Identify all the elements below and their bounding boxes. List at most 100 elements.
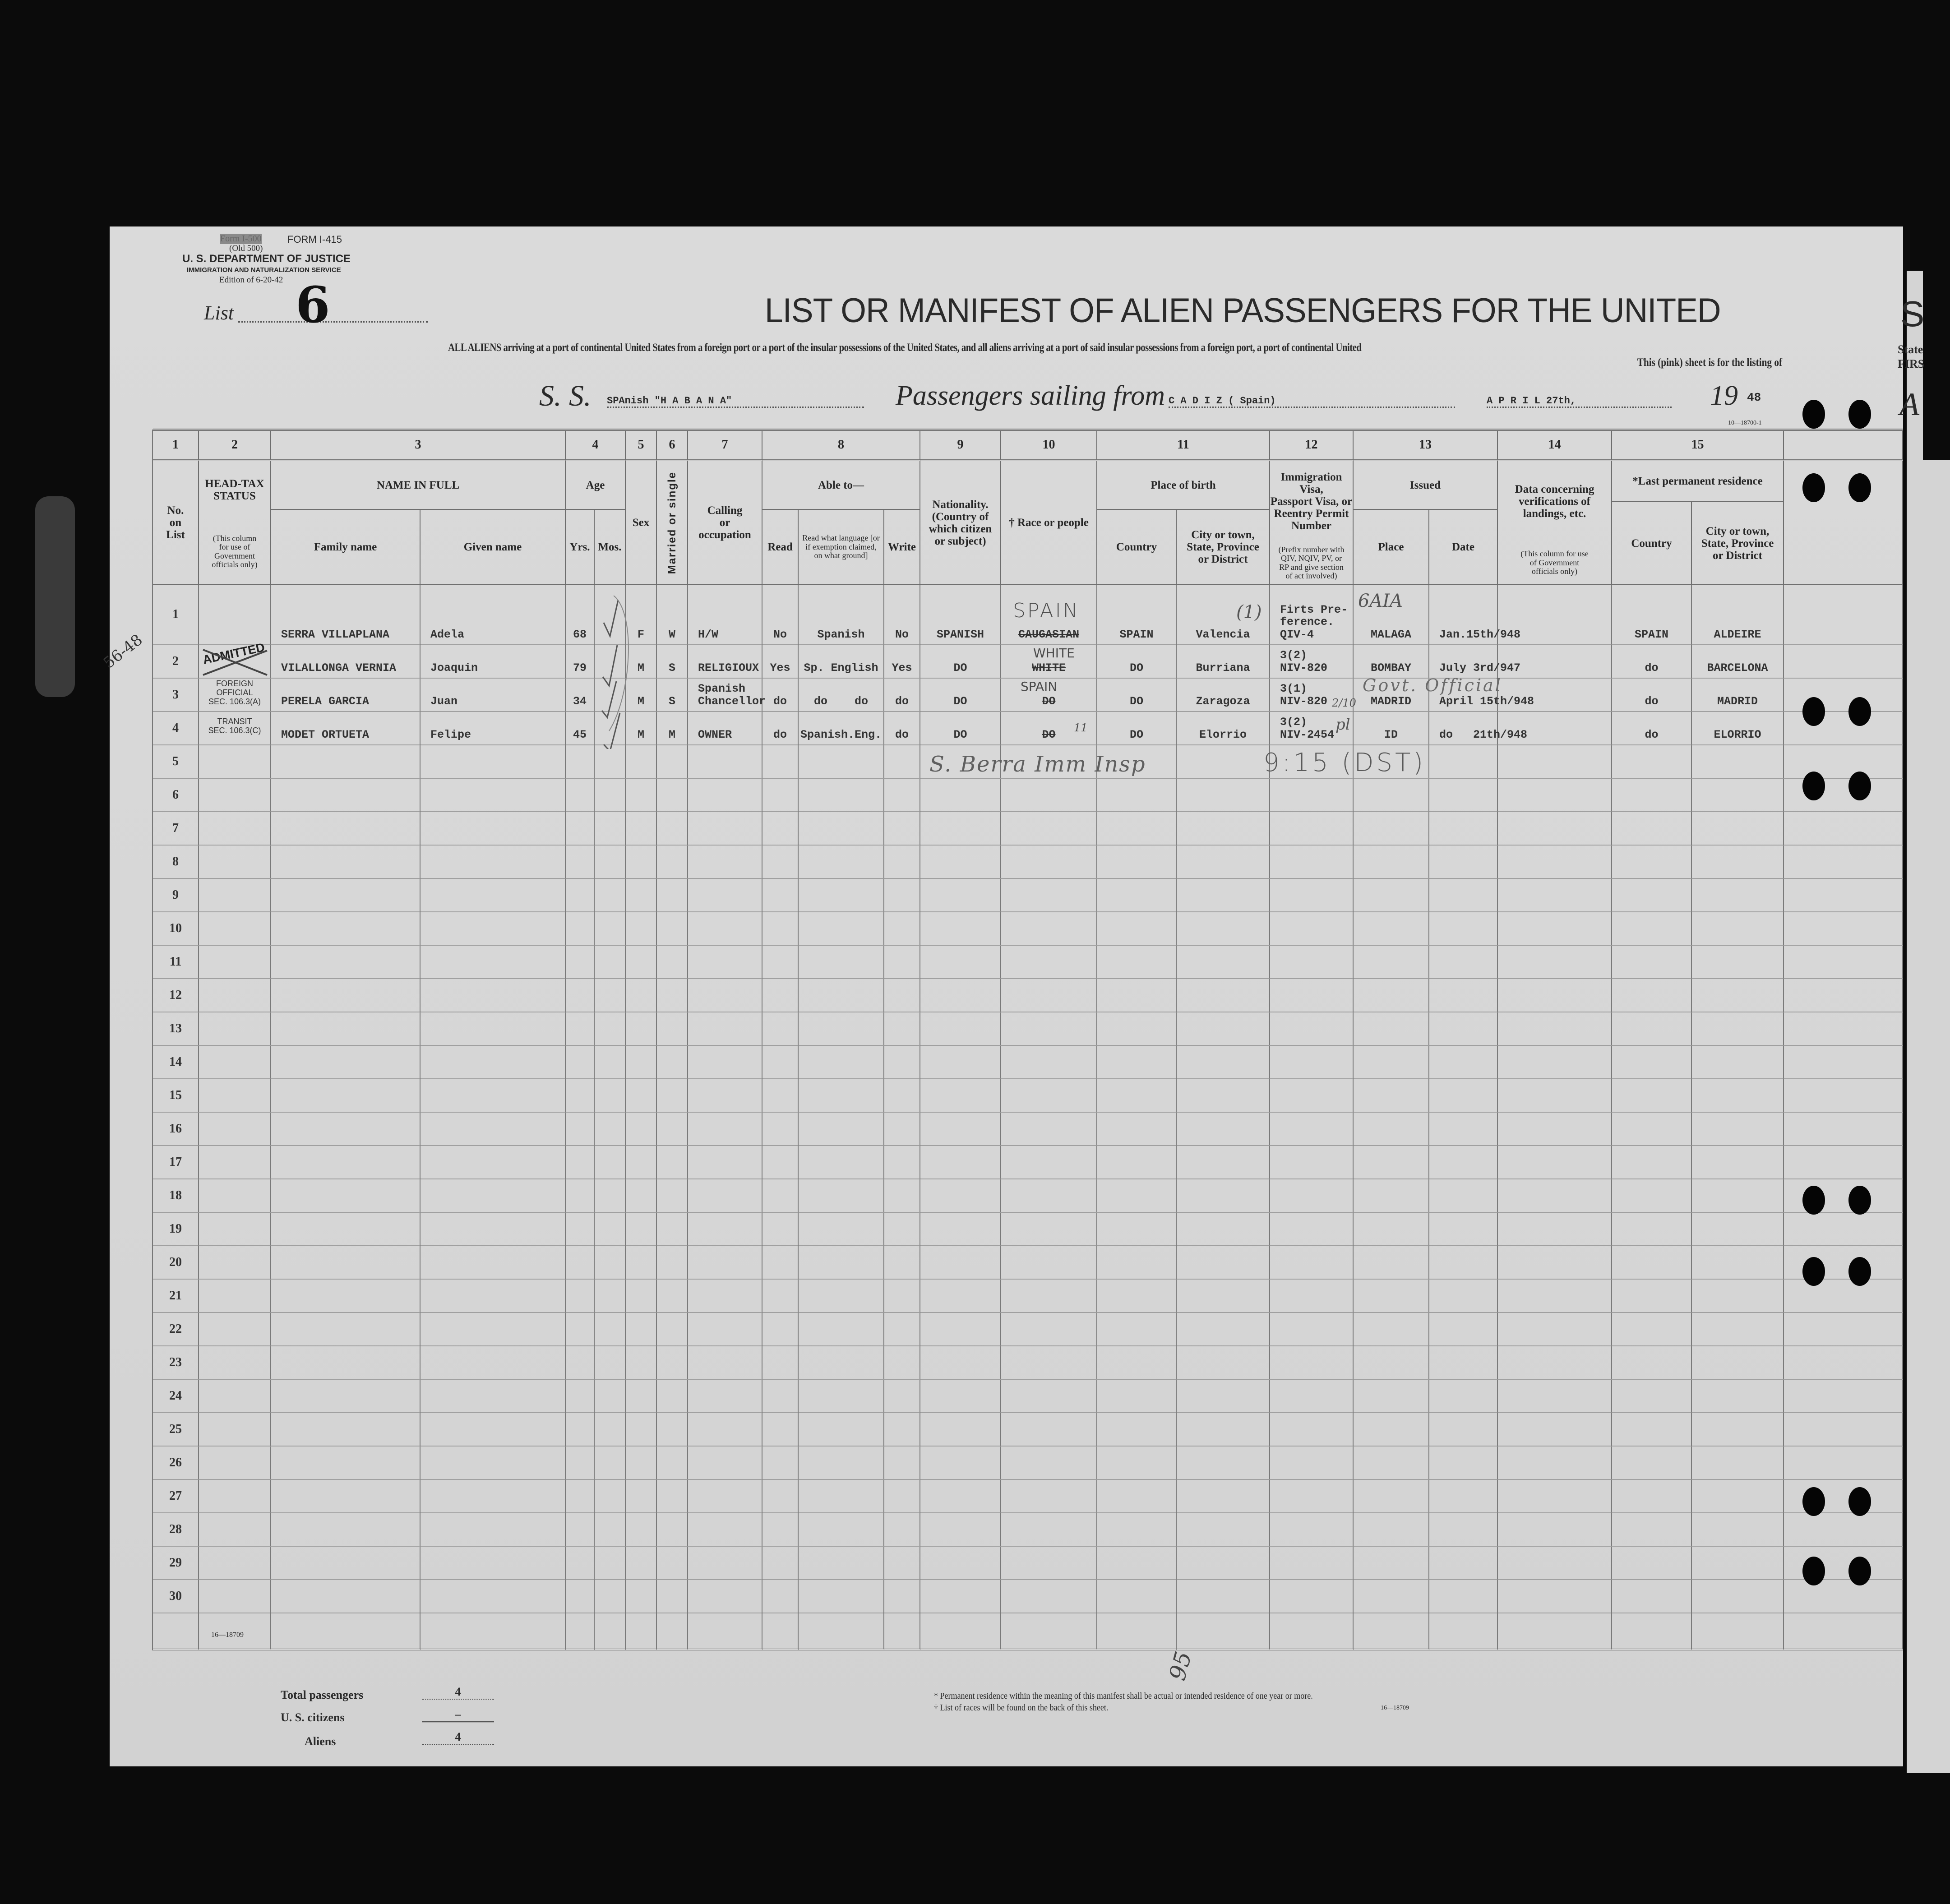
row-18-issued-place (1354, 1179, 1429, 1213)
row-28-read (762, 1513, 799, 1547)
row-20-res-country (1612, 1246, 1692, 1280)
row-15-res-city (1692, 1079, 1784, 1113)
row-5-given (420, 745, 566, 779)
row-20-visa (1270, 1246, 1354, 1280)
row-1-language: Spanish (799, 585, 884, 645)
row-21-marital (657, 1280, 688, 1313)
row-18-family (271, 1179, 420, 1213)
row-7-birth-city (1177, 812, 1270, 846)
row-4-occupation: OWNER (688, 712, 762, 745)
row-23-birth-country (1097, 1346, 1177, 1380)
next-sheet-line2: FIRS (1898, 357, 1925, 370)
row-25-res-country (1612, 1413, 1692, 1446)
row-7-read (762, 812, 799, 846)
row-2-res-country: do (1612, 645, 1692, 679)
manifest-sheet (110, 226, 1903, 1766)
row-23-issued-date (1429, 1346, 1498, 1380)
column-number-14: 14 (1498, 431, 1612, 461)
row-4-nationality: DO (920, 712, 1001, 745)
row-27-nationality (920, 1480, 1001, 1513)
row-21-res-country (1612, 1280, 1692, 1313)
row-22-read (762, 1313, 799, 1346)
row-6-marital (657, 779, 688, 812)
ss-label: S. S. (539, 379, 591, 412)
row-18-no: 18 (153, 1179, 199, 1213)
row-9-occupation (688, 879, 762, 912)
row-22-head-tax (199, 1313, 271, 1346)
row-27-read (762, 1480, 799, 1513)
row-2-read: Yes (762, 645, 799, 679)
row-11-birth-city (1177, 946, 1270, 979)
row-16-mos (595, 1113, 626, 1146)
row-1-res-city: ALDEIRE (1692, 585, 1784, 645)
row-18-sex (626, 1179, 657, 1213)
row-24-birth-city (1177, 1380, 1270, 1413)
row-28-given (420, 1513, 566, 1547)
row-23-nationality (920, 1346, 1001, 1380)
row-29-birth-country (1097, 1547, 1177, 1580)
row-9-visa (1270, 879, 1354, 912)
row-5-issued-place (1354, 745, 1429, 779)
next-sheet-italic: A (1899, 386, 1919, 422)
service-name: IMMIGRATION AND NATURALIZATION SERVICE (187, 266, 341, 274)
row-21-race (1001, 1280, 1097, 1313)
row-27-issued-place (1354, 1480, 1429, 1513)
row-2-occupation: RELIGIOUX (688, 645, 762, 679)
row-29-verification (1498, 1547, 1612, 1580)
header-visa: Immigration Visa, Passport Visa, or Reen… (1270, 461, 1354, 541)
row-11-extra (1784, 946, 1903, 979)
column-number-extra (1784, 431, 1903, 461)
row-21-issued-date (1429, 1280, 1498, 1313)
row-20-read (762, 1246, 799, 1280)
row-2-yrs: 79 (566, 645, 595, 679)
row-4-read: do (762, 712, 799, 745)
row-5-head-tax (199, 745, 271, 779)
row-20-marital (657, 1246, 688, 1280)
row-16-family (271, 1113, 420, 1146)
row-8-language (799, 846, 884, 879)
row-5-res-city (1692, 745, 1784, 779)
row-4-marital: M (657, 712, 688, 745)
row-10-language (799, 912, 884, 946)
ship-name: SPAnish "H A B A N A" (607, 395, 864, 408)
row-13-issued-place (1354, 1012, 1429, 1046)
row-30-no: 30 (153, 1580, 199, 1613)
row-20-nationality (920, 1246, 1001, 1280)
row-1-sex: F (626, 585, 657, 645)
row-1-occupation: H/W (688, 585, 762, 645)
row-27-head-tax (199, 1480, 271, 1513)
row-11-given (420, 946, 566, 979)
row-25-birth-country (1097, 1413, 1177, 1446)
row-14-extra (1784, 1046, 1903, 1079)
row-1-verification (1498, 585, 1612, 645)
row-2-marital: S (657, 645, 688, 679)
row-27-issued-date (1429, 1480, 1498, 1513)
row-13-birth-country (1097, 1012, 1177, 1046)
row-24-res-country (1612, 1380, 1692, 1413)
row-28-res-city (1692, 1513, 1784, 1547)
row-24-issued-date (1429, 1380, 1498, 1413)
row-22-occupation (688, 1313, 762, 1346)
header-nationality: Nationality. (Country of which citizen o… (920, 461, 1001, 585)
header-occupation: Calling or occupation (688, 461, 762, 585)
header-marital-status-text: Married or single (665, 471, 678, 574)
row-28-verification (1498, 1513, 1612, 1547)
row-11-read (762, 946, 799, 979)
punch-hole (1802, 473, 1825, 502)
table-footer-cell (153, 1581, 199, 1650)
row-4-language: Spanish.Eng. (799, 712, 884, 745)
row-2-write: Yes (884, 645, 920, 679)
row-4-issued-place: ID (1354, 712, 1429, 745)
row-10-family (271, 912, 420, 946)
row-24-race (1001, 1380, 1097, 1413)
row-8-verification (1498, 846, 1612, 879)
row-22-verification (1498, 1313, 1612, 1346)
row-6-res-country (1612, 779, 1692, 812)
row-11-issued-place (1354, 946, 1429, 979)
row-14-visa (1270, 1046, 1354, 1079)
row-16-nationality (920, 1113, 1001, 1146)
manifest-title: LIST OR MANIFEST OF ALIEN PASSENGERS FOR… (765, 291, 1721, 330)
row-28-no: 28 (153, 1513, 199, 1547)
row-28-issued-date (1429, 1513, 1498, 1547)
row-24-occupation (688, 1380, 762, 1413)
